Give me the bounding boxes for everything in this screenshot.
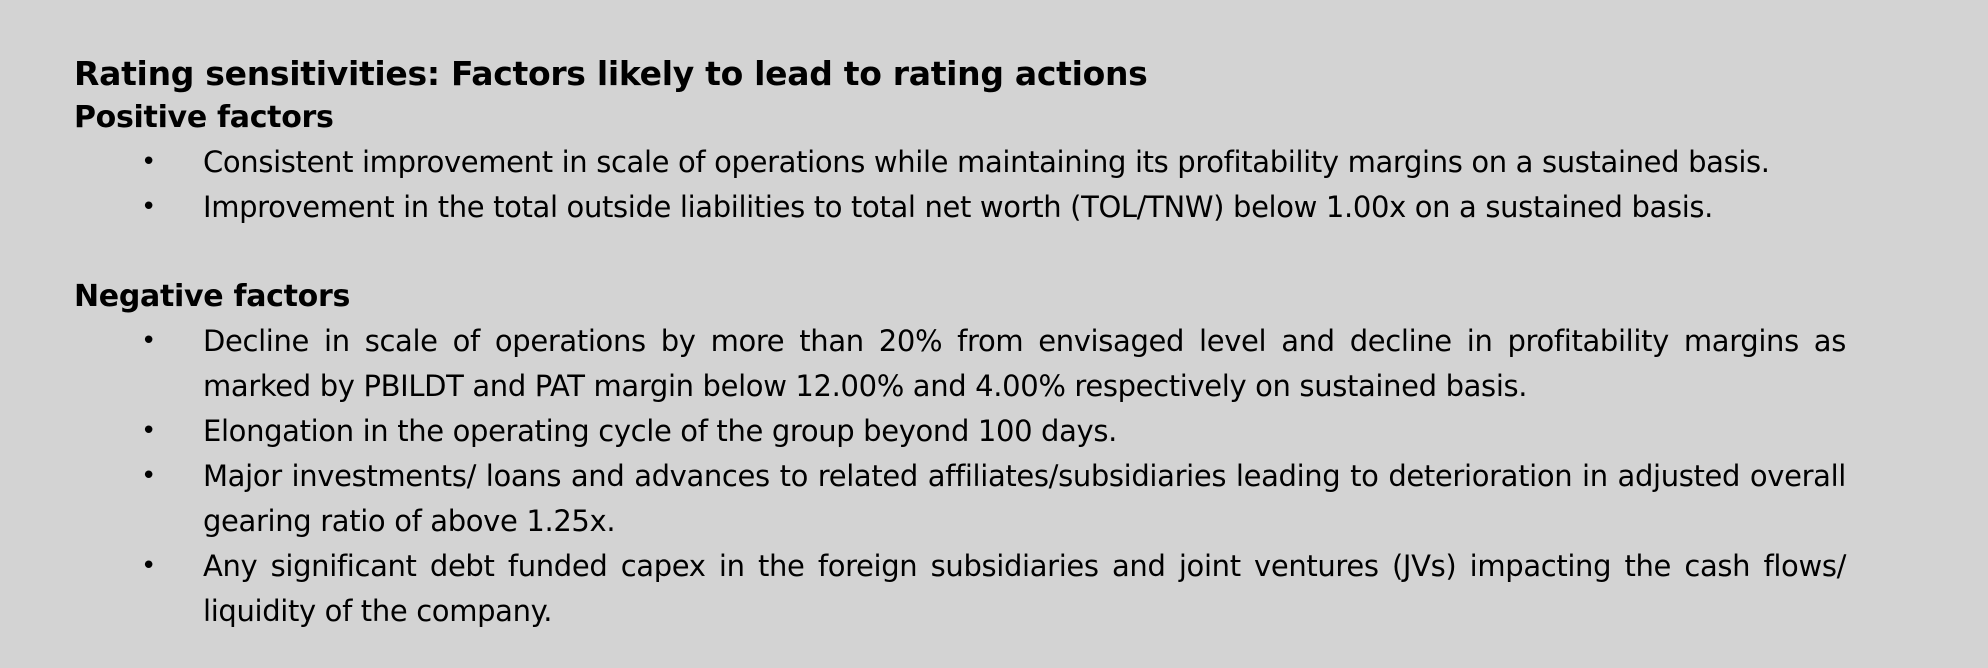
list-item: • Elongation in the operating cycle of t… (74, 409, 1846, 454)
negative-factors-list: • Decline in scale of operations by more… (74, 319, 1988, 634)
list-item: • Major investments/ loans and advances … (74, 454, 1846, 544)
section-heading: Rating sensitivities: Factors likely to … (74, 54, 1148, 93)
bullet-icon: • (141, 551, 156, 581)
bullet-icon: • (141, 192, 156, 222)
list-item-text: Decline in scale of operations by more t… (203, 324, 1846, 403)
list-item: • Consistent improvement in scale of ope… (74, 140, 1846, 185)
list-item-text: Any significant debt funded capex in the… (203, 549, 1846, 628)
list-item-text: Consistent improvement in scale of opera… (203, 145, 1770, 179)
list-item-text: Elongation in the operating cycle of the… (203, 414, 1117, 448)
negative-factors-heading: Negative factors (74, 279, 351, 314)
bullet-icon: • (141, 416, 156, 446)
positive-factors-list: • Consistent improvement in scale of ope… (74, 140, 1988, 230)
list-item: • Decline in scale of operations by more… (74, 319, 1846, 409)
list-item-text: Major investments/ loans and advances to… (203, 459, 1846, 538)
list-item-text: Improvement in the total outside liabili… (203, 190, 1714, 224)
list-item: • Any significant debt funded capex in t… (74, 544, 1846, 634)
list-item: • Improvement in the total outside liabi… (74, 185, 1846, 230)
positive-factors-heading: Positive factors (74, 100, 334, 135)
bullet-icon: • (141, 147, 156, 177)
bullet-icon: • (141, 326, 156, 356)
bullet-icon: • (141, 461, 156, 491)
